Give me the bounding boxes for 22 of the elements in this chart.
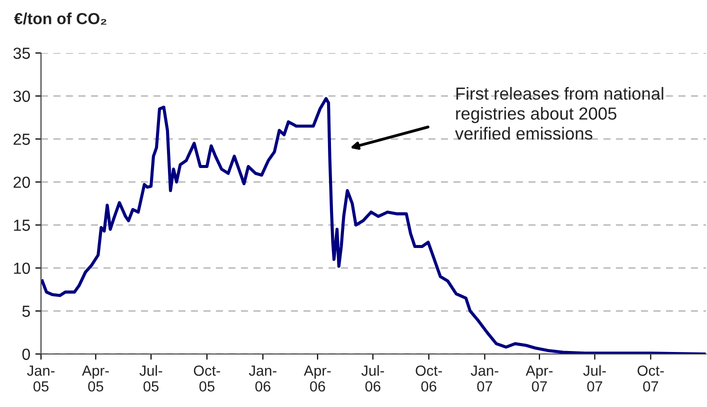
y-tick-label: 30 <box>13 90 30 102</box>
x-tick-label: Apr- 07 <box>526 366 553 392</box>
x-tick-label: Oct- 07 <box>638 365 664 392</box>
x-tick-label: Apr- 05 <box>82 366 109 392</box>
y-tick-label: 25 <box>14 134 30 145</box>
y-tick-label: 0 <box>22 348 30 360</box>
y-axis-title: €/ton of CO₂ <box>14 12 106 25</box>
annotation: First releases from national registries about 2005 verified emissions <box>455 87 664 140</box>
x-tick-label: Apr- 06 <box>304 366 331 392</box>
x-tick-label: Jul- 06 <box>361 365 384 392</box>
x-tick-label: Oct- 05 <box>194 365 220 392</box>
x-tick-label: Jul- 05 <box>140 365 162 392</box>
x-tick-label: Oct- 06 <box>416 365 442 392</box>
y-tick-label: 15 <box>14 220 30 231</box>
y-tick-label: 20 <box>14 176 30 188</box>
y-tick-label: 5 <box>22 306 30 317</box>
x-tick-label: Jan- 06 <box>248 366 276 392</box>
x-tick-label: Jul- 07 <box>583 365 606 392</box>
x-tick-label: Jan- 07 <box>470 366 498 392</box>
x-tick-label: Jan- 05 <box>27 366 55 392</box>
y-tick-label: 35 <box>13 48 30 59</box>
y-tick-label: 10 <box>14 262 30 274</box>
